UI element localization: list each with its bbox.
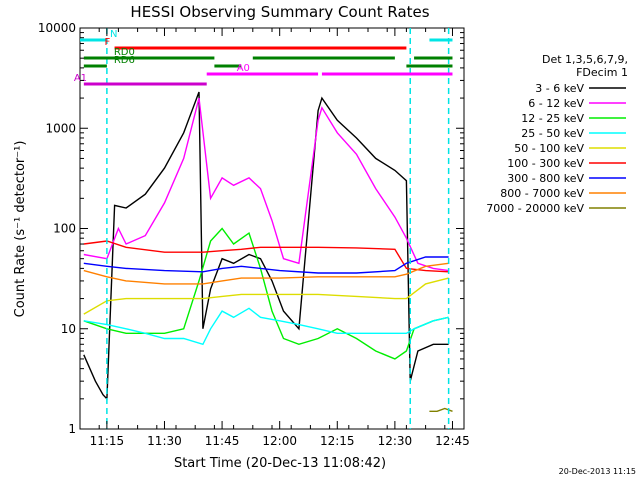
legend-entry-label: 50 - 100 keV [514, 142, 584, 155]
y-axis-label: Count Rate (s⁻¹ detector⁻¹) [13, 141, 28, 318]
series-800-7000-kev-line [83, 262, 449, 285]
flag-label-a1: A1 [74, 73, 87, 84]
y-tick-label: 10 [61, 322, 76, 336]
series-50-100-kev-line [83, 277, 449, 315]
series-3-6-kev-line [83, 91, 449, 401]
flag-label-n: N [110, 29, 117, 40]
x-tick-label: 12:45 [435, 434, 470, 448]
legend-entry-label: 300 - 800 keV [507, 172, 584, 185]
legend: Det 1,3,5,6,7,9,FDecim 1 3 - 6 keV 6 - 12 … [486, 53, 628, 215]
x-tick-label: 12:15 [320, 434, 355, 448]
flag-label-a0: A0 [237, 63, 250, 74]
y-tick-label: 1 [68, 422, 76, 436]
flag-label-rd6: RD6 [114, 55, 135, 66]
plot-frame [79, 27, 465, 430]
legend-title-line: Det 1,3,5,6,7,9, [542, 53, 628, 66]
x-tick-label: 11:30 [147, 434, 182, 448]
series-6-12-kev-line [83, 97, 449, 272]
axes-layer: 11:15 11:30 11:45 12:00 12:15 12:30 12:45 1 10 10… [38, 21, 470, 448]
x-tick-label: 11:15 [90, 434, 125, 448]
legend-entry-label: 7000 - 20000 keV [486, 202, 584, 215]
y-tick-label: 10000 [38, 21, 76, 35]
legend-entry-label: 3 - 6 keV [535, 82, 584, 95]
legend-entry-label: 12 - 25 keV [521, 112, 584, 125]
legend-entry-label: 800 - 7000 keV [500, 187, 584, 200]
series-25-50-kev-line [83, 307, 449, 346]
series-layer [83, 91, 453, 412]
y-tick-label: 1000 [45, 121, 76, 135]
legend-entry-label: 25 - 50 keV [521, 127, 584, 140]
series-300-800-kev-line [83, 256, 449, 274]
flag-label-rd0: RD0 [114, 47, 135, 58]
series-12-25-kev-line [83, 227, 449, 360]
x-tick-label: 12:30 [378, 434, 413, 448]
x-tick-label: 11:45 [205, 434, 240, 448]
legend-title-line: FDecim 1 [576, 66, 628, 79]
flag-label-f: F [105, 37, 111, 48]
series-100-300-kev-line [83, 240, 449, 273]
y-tick-label: 100 [53, 222, 76, 236]
legend-entry-label: 6 - 12 keV [528, 97, 584, 110]
timestamp-label: 20-Dec-2013 11:15 [559, 467, 636, 476]
x-axis-label: Start Time (20-Dec-13 11:08:42) [174, 456, 386, 471]
x-tick-label: 12:00 [262, 434, 297, 448]
chart-title: HESSI Observing Summary Count Rates [130, 3, 429, 21]
legend-entry-label: 100 - 300 keV [507, 157, 584, 170]
